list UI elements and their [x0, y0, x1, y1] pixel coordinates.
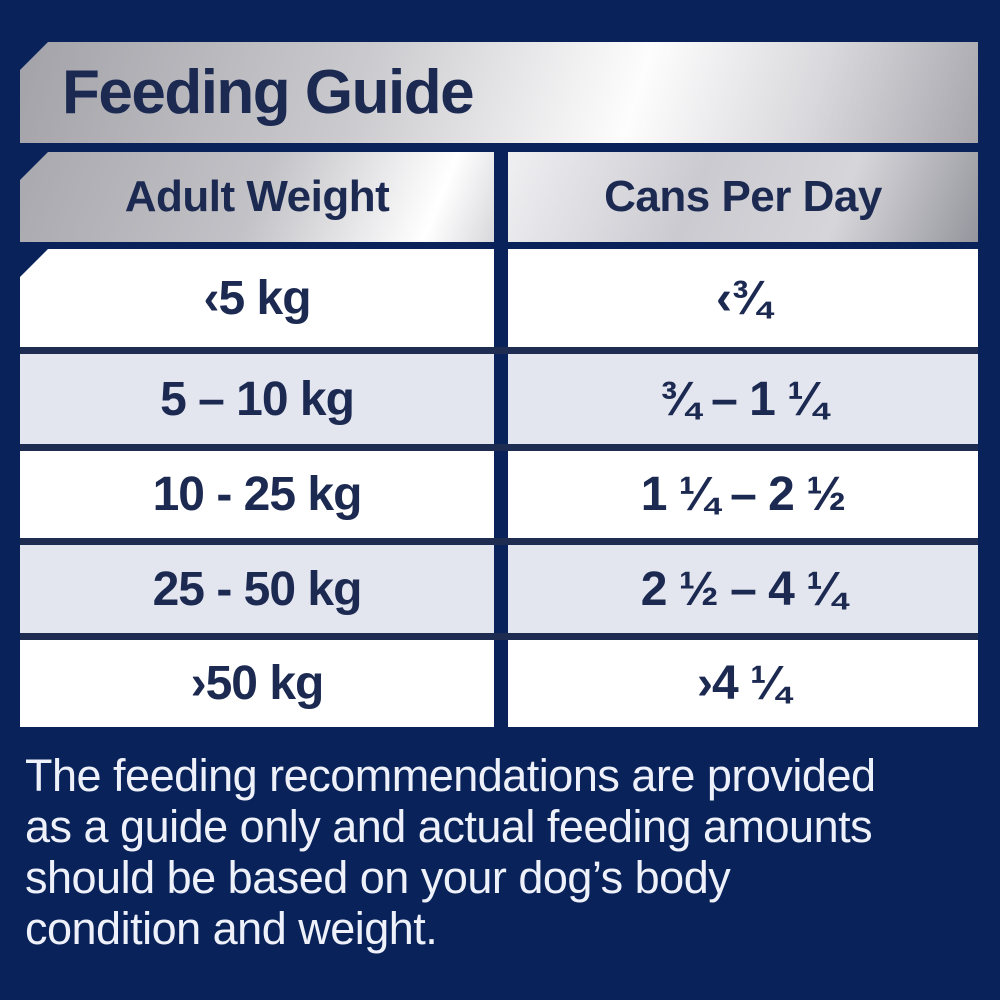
table-row: 5 – 10 kg ¾ – 1 ¼: [20, 354, 978, 444]
weight-cell: ›50 kg: [20, 640, 494, 727]
row-separator: [20, 444, 978, 451]
cans-cell: 2 ½ – 4 ¼: [508, 545, 978, 633]
footer-line: condition and weight.: [25, 903, 438, 954]
table-row: ›50 kg ›4 ¼: [20, 640, 978, 727]
cans-cell: ›4 ¼: [508, 640, 978, 727]
table-header-row: Adult Weight Cans Per Day: [20, 152, 978, 242]
title-banner: Feeding Guide: [20, 42, 978, 143]
footer-line: should be based on your dog’s body: [25, 852, 731, 903]
cans-cell: ¾ – 1 ¼: [508, 354, 978, 444]
cans-cell: ‹¾: [508, 249, 978, 347]
table-row: 25 - 50 kg 2 ½ – 4 ¼: [20, 545, 978, 633]
weight-cell: 10 - 25 kg: [20, 451, 494, 538]
table-row: ‹5 kg ‹¾: [20, 249, 978, 347]
weight-cell: 5 – 10 kg: [20, 354, 494, 444]
table-row: 10 - 25 kg 1 ¼ – 2 ½: [20, 451, 978, 538]
page-title: Feeding Guide: [62, 57, 475, 127]
column-header-cans-per-day: Cans Per Day: [508, 152, 978, 242]
row-separator: [20, 347, 978, 354]
cans-cell: 1 ¼ – 2 ½: [508, 451, 978, 538]
footer-line: as a guide only and actual feeding amoun…: [25, 801, 873, 852]
footer-note: The feeding recommendations are provided…: [25, 750, 977, 954]
row-separator: [20, 538, 978, 545]
weight-cell: 25 - 50 kg: [20, 545, 494, 633]
row-separator: [20, 633, 978, 640]
footer-line: The feeding recommendations are provided: [25, 750, 876, 801]
column-header-adult-weight: Adult Weight: [20, 152, 494, 242]
weight-cell: ‹5 kg: [20, 249, 494, 347]
